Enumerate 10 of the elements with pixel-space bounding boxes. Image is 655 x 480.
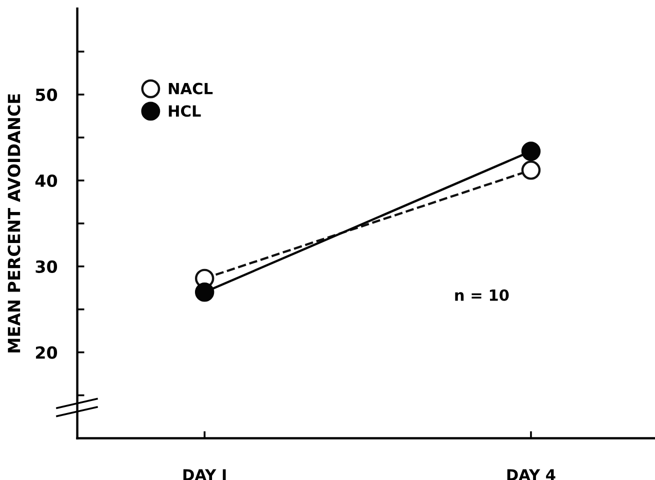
y-tick-label: 30 bbox=[36, 260, 58, 273]
y-axis-title: MEAN PERCENT AVOIDANCE bbox=[8, 94, 20, 352]
annotation: n = 10 bbox=[455, 289, 509, 301]
y-tick-label: 50 bbox=[36, 88, 58, 102]
x-tick-label: DAY 4 bbox=[507, 469, 556, 480]
legend-label: NACL bbox=[168, 82, 213, 94]
y-tick-label: 40 bbox=[35, 174, 58, 188]
legend-label: HCL bbox=[168, 105, 201, 117]
x-tick-label: DAY I bbox=[183, 469, 226, 480]
y-tick-label: 20 bbox=[36, 346, 58, 359]
